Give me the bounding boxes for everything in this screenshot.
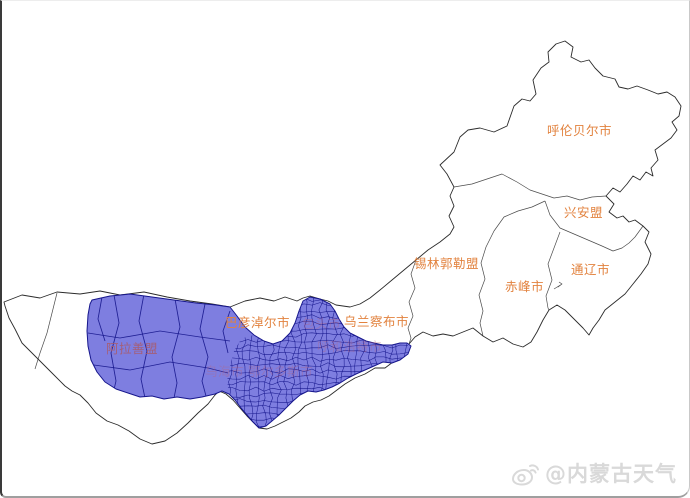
boundary-tongliao-chifeng <box>545 231 561 311</box>
region-label-alxa: 阿拉善盟 <box>106 341 159 356</box>
boundary-xingan-south <box>544 200 644 252</box>
region-label-tongliao: 通辽市 <box>571 262 611 277</box>
region-label-xilingol: 锡林郭勒盟 <box>414 256 480 271</box>
river-mark <box>553 281 563 290</box>
region-label-ulanqab: 乌兰察布市 <box>344 314 410 329</box>
boundary-xilingol-west <box>407 259 417 345</box>
region-label-xingan: 兴安盟 <box>564 205 604 220</box>
region-label-hulunbuir: 呼伦贝尔市 <box>547 123 613 138</box>
weibo-logo-icon <box>511 464 539 486</box>
boundary-chifeng-west <box>478 200 546 337</box>
watermark-text: @内蒙古天气 <box>545 462 677 486</box>
west-county-lines <box>87 294 231 399</box>
boundary-hulunbuir-south <box>453 173 607 201</box>
region-label-chifeng: 赤峰市 <box>505 279 545 294</box>
watermark: @内蒙古天气 <box>511 458 677 488</box>
region-label-hohhot: 呼和浩特市 <box>317 339 383 354</box>
province-boundary <box>3 40 682 445</box>
region-label-baotou: 包头市 <box>302 316 342 331</box>
region-label-wuhai: 乌海市 <box>205 364 245 379</box>
region-label-bayannur: 巴彦淖尔市 <box>225 315 291 330</box>
boundary-alxa-internal <box>34 292 58 370</box>
region-label-ordos: 鄂尔多斯市 <box>248 364 314 379</box>
highlighted-warning-region <box>86 293 412 429</box>
